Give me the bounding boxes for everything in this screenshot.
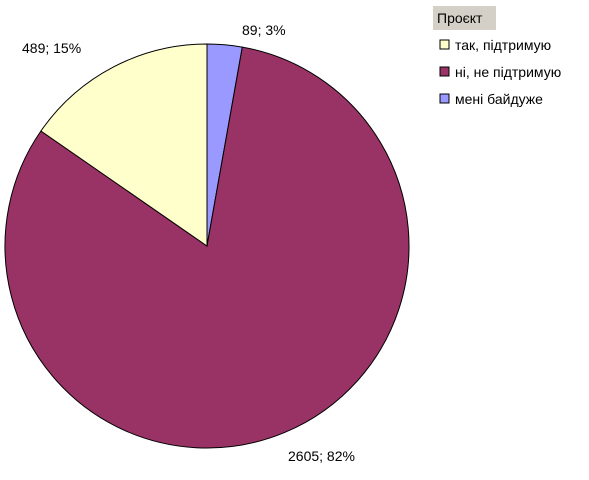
legend-title-background bbox=[433, 6, 496, 30]
slices-layer bbox=[4, 43, 410, 449]
legend-title: Проєкт bbox=[437, 10, 483, 26]
legend-swatch bbox=[439, 66, 450, 77]
legend-label: ні, не підтримую bbox=[455, 64, 561, 80]
legend: Проєкт так, підтримую ні, не підтримую мен… bbox=[433, 6, 561, 107]
pie-slice bbox=[4, 46, 410, 449]
legend-label: мені байдуже bbox=[455, 91, 543, 107]
legend-swatch bbox=[439, 93, 450, 104]
data-labels: 89; 3% 2605; 82% 489; 15% bbox=[22, 22, 355, 464]
slice-data-label: 2605; 82% bbox=[288, 448, 355, 464]
slice-data-label: 89; 3% bbox=[242, 22, 286, 38]
legend-label: так, підтримую bbox=[455, 37, 551, 53]
slice-data-label: 489; 15% bbox=[22, 40, 81, 56]
pie-slice bbox=[40, 43, 208, 247]
legend-swatch bbox=[439, 39, 450, 50]
legend-items: так, підтримую ні, не підтримую мені байду… bbox=[439, 37, 561, 107]
